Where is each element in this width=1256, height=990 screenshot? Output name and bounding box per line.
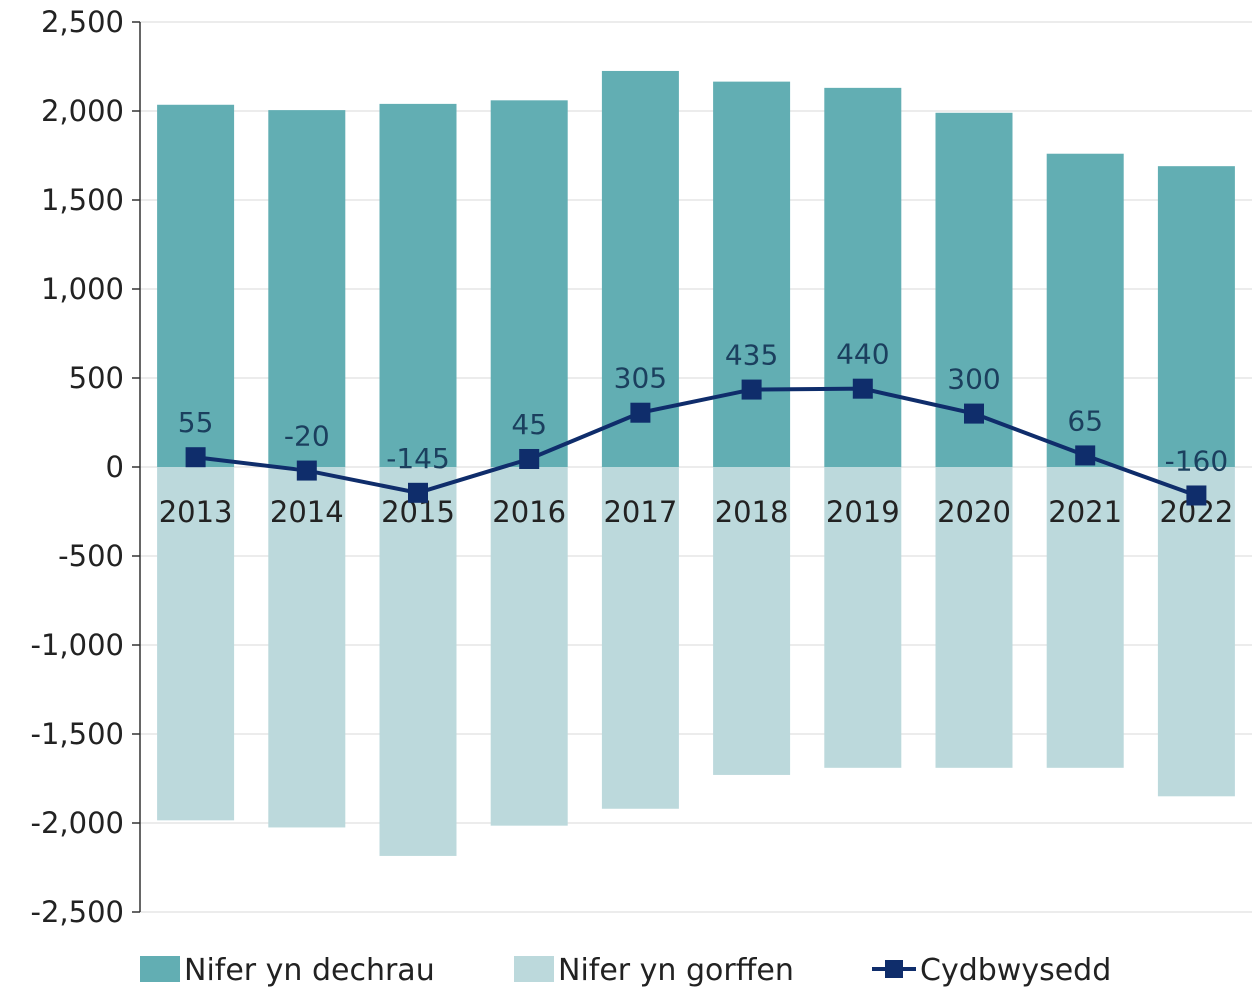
- bar-finishes: [935, 467, 1013, 768]
- legend-swatch-starts: [140, 956, 180, 982]
- balance-marker: [519, 448, 540, 469]
- balance-marker: [964, 403, 984, 424]
- category-label: 2014: [270, 495, 344, 529]
- category-label: 2016: [492, 495, 566, 529]
- y-tick-label: -1,000: [31, 628, 125, 662]
- balance-data-label: -160: [1165, 444, 1229, 477]
- legend-swatch-finishes: [514, 956, 554, 982]
- balance-marker: [1186, 485, 1207, 506]
- y-tick-label: 2,000: [41, 94, 124, 128]
- data-labels: 55 -20 -145 45 305 435 440 300 65 -160: [178, 338, 1228, 478]
- bar-finishes: [490, 467, 568, 826]
- balance-marker: [408, 482, 428, 503]
- balance-data-label: 45: [511, 408, 547, 441]
- y-tick-labels: 2,500 2,000 1,500 1,000 500 0 -500 -1,000 -1,500…: [31, 5, 125, 929]
- balance-data-label: 305: [614, 362, 667, 395]
- bar-finishes: [157, 467, 235, 821]
- bar-starts: [157, 104, 235, 468]
- y-tick-label: 500: [69, 361, 124, 395]
- bar-finishes: [1046, 467, 1124, 768]
- legend-label-starts: Nifer yn dechrau: [184, 953, 435, 988]
- balance-marker: [630, 402, 651, 423]
- balance-data-label: 440: [836, 338, 889, 371]
- bar-finishes: [713, 467, 791, 775]
- y-tick-label: -1,500: [31, 717, 125, 751]
- balance-line: [185, 378, 1207, 506]
- category-label: 2020: [937, 495, 1011, 529]
- balance-data-label: -20: [284, 420, 330, 453]
- category-labels: 2013 2014 2015 2016 2017 2018 2019 2020 2021 2022: [159, 495, 1234, 529]
- bar-starts: [268, 110, 346, 468]
- legend-label-balance: Cydbwysedd: [920, 953, 1111, 988]
- legend-swatch-balance-marker: [885, 960, 903, 978]
- bar-starts: [713, 81, 791, 467]
- balance-marker: [852, 378, 873, 399]
- bar-starts: [601, 70, 679, 467]
- category-label: 2021: [1048, 495, 1122, 529]
- bar-finishes: [379, 467, 457, 856]
- category-label: 2018: [715, 495, 789, 529]
- bar-starts: [824, 87, 902, 468]
- y-tick-label: 1,500: [41, 183, 124, 217]
- balance-marker: [185, 447, 206, 468]
- legend: Nifer yn dechrau Nifer yn gorffen Cydbwy…: [140, 953, 1111, 988]
- balance-data-label: 55: [178, 406, 214, 439]
- y-tick-label: 0: [106, 450, 124, 484]
- y-tick-label: -2,500: [31, 895, 125, 929]
- balance-marker: [296, 460, 317, 481]
- category-label: 2013: [159, 495, 233, 529]
- balance-marker: [1075, 445, 1096, 466]
- bar-starts: [379, 103, 457, 467]
- balance-data-label: -145: [386, 442, 450, 475]
- bar-starts: [490, 100, 568, 467]
- legend-label-finishes: Nifer yn gorffen: [558, 953, 794, 988]
- y-tick-label: -2,000: [31, 806, 125, 840]
- balance-line-path: [195, 386, 1198, 498]
- bars: [157, 70, 1235, 856]
- bar-starts: [1046, 153, 1124, 467]
- bar-finishes: [824, 467, 902, 768]
- category-label: 2019: [826, 495, 900, 529]
- bar-starts: [1157, 166, 1235, 467]
- balance-marker: [741, 379, 762, 400]
- bar-finishes: [1157, 467, 1235, 797]
- y-tick-label: 1,000: [41, 272, 124, 306]
- balance-data-label: 435: [725, 339, 778, 372]
- y-tick-label: 2,500: [41, 5, 124, 39]
- axes: [132, 21, 141, 913]
- bar-finishes: [268, 467, 346, 828]
- balance-data-label: 65: [1067, 404, 1103, 437]
- balance-data-label: 300: [947, 363, 1000, 396]
- category-label: 2017: [603, 495, 677, 529]
- y-tick-label: -500: [58, 539, 124, 573]
- bar-finishes: [601, 467, 679, 809]
